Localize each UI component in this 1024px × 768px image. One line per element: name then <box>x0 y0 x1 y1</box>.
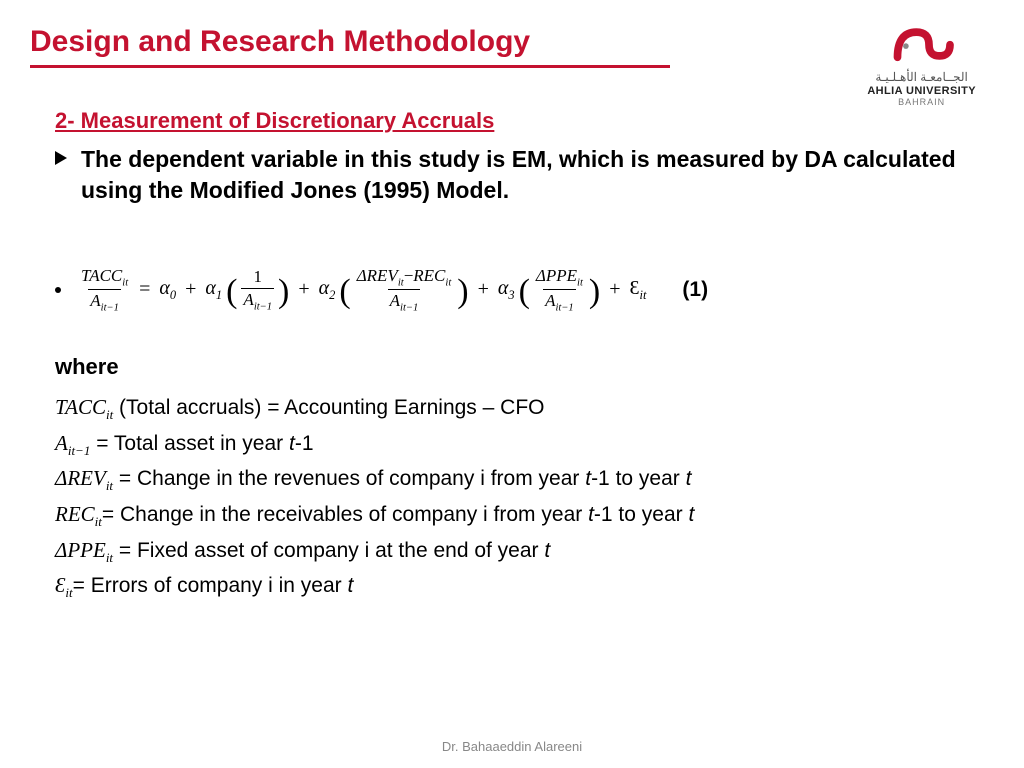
equation-number: (1) <box>682 278 708 302</box>
logo-english: AHLIA UNIVERSITY <box>867 85 976 97</box>
definition-line: RECit= Change in the receivables of comp… <box>55 497 974 533</box>
logo-arabic: الجــامعـة الأهـلـيـة <box>867 70 976 84</box>
definition-line: Ait−1 = Total asset in year t-1 <box>55 426 974 462</box>
main-bullet: The dependent variable in this study is … <box>55 144 974 206</box>
logo-mark-icon <box>887 22 957 66</box>
page-title: Design and Research Methodology <box>30 25 670 68</box>
slide-content: 2- Measurement of Discretionary Accruals… <box>0 68 1024 604</box>
dot-bullet-icon <box>55 287 61 293</box>
logo-location: BAHRAIN <box>867 97 976 107</box>
bullet-text: The dependent variable in this study is … <box>81 144 974 206</box>
definition-line: TACCit (Total accruals) = Accounting Ear… <box>55 390 974 426</box>
section-title: 2- Measurement of Discretionary Accruals <box>55 108 974 134</box>
triangle-bullet-icon <box>55 151 67 165</box>
equation-row: TACCit Ait−1 = α0 + α1 ( 1 Ait−1 ) + α2 … <box>55 266 974 314</box>
university-logo: الجــامعـة الأهـلـيـة AHLIA UNIVERSITY B… <box>867 22 976 107</box>
footer-author: Dr. Bahaaeddin Alareeni <box>0 739 1024 754</box>
definition-line: Ɛit= Errors of company i in year t <box>55 568 974 604</box>
where-heading: where <box>55 354 974 380</box>
equation-body: TACCit Ait−1 = α0 + α1 ( 1 Ait−1 ) + α2 … <box>79 266 708 314</box>
definition-line: ΔPPEit = Fixed asset of company i at the… <box>55 533 974 569</box>
definition-line: ΔREVit = Change in the revenues of compa… <box>55 461 974 497</box>
